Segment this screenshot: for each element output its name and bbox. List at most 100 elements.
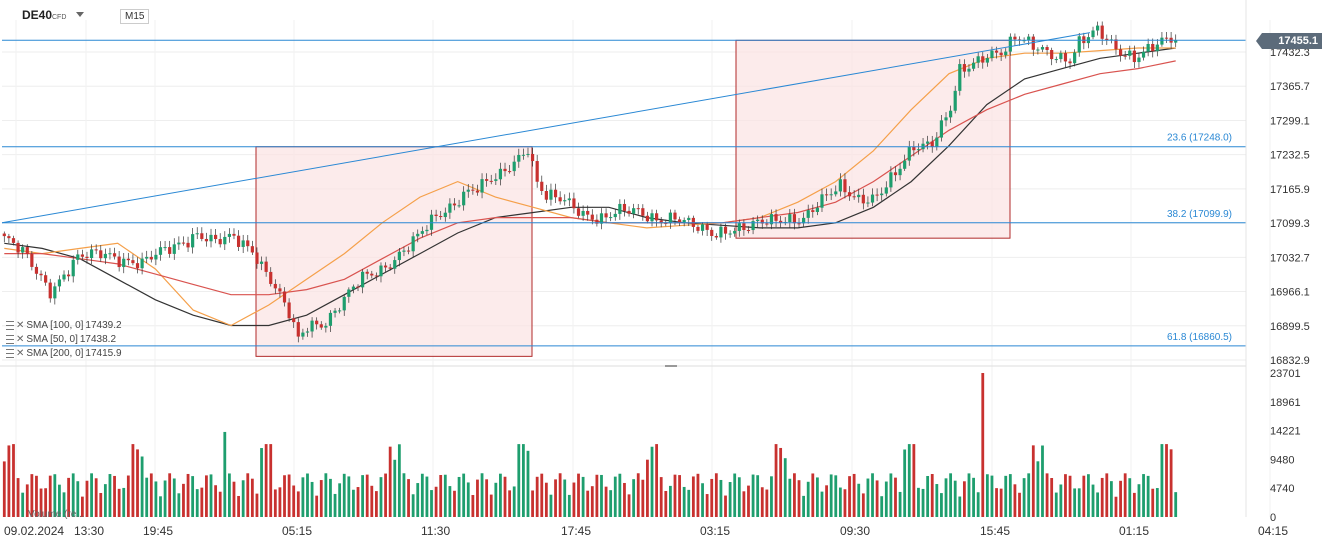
volume-bar xyxy=(1036,461,1040,517)
candle-body xyxy=(489,180,493,182)
close-icon[interactable]: ✕ xyxy=(16,320,25,331)
candle-body xyxy=(149,256,153,260)
volume-bar xyxy=(1160,444,1164,517)
time-tick-label: 04:15 xyxy=(1258,524,1288,538)
volume-bar xyxy=(76,481,80,517)
sma-legend-50[interactable]: ✕ SMA [50, 0] 17438.2 xyxy=(6,334,116,345)
menu-icon[interactable] xyxy=(6,321,14,330)
volume-bar xyxy=(99,492,103,517)
candle-body xyxy=(567,198,571,201)
volume-bar xyxy=(416,483,420,517)
candle-body xyxy=(746,230,751,232)
candle-body xyxy=(108,253,112,255)
candle-body xyxy=(705,224,709,230)
volume-bar xyxy=(898,491,902,517)
candle-body xyxy=(1050,50,1054,60)
candle-body xyxy=(181,242,186,244)
volume-bar xyxy=(85,480,89,517)
candle-body xyxy=(719,226,723,238)
candle-body xyxy=(388,267,392,269)
timeframe-select[interactable]: M15 xyxy=(120,9,150,24)
fibonacci-level-label: 38.2 (17099.9) xyxy=(1167,209,1232,220)
volume-bar xyxy=(319,480,323,517)
volume-bar xyxy=(544,482,548,517)
volume-bar xyxy=(466,482,470,517)
candle-body xyxy=(788,214,792,223)
candle-body xyxy=(80,254,84,257)
menu-icon[interactable] xyxy=(6,349,14,358)
volume-bar xyxy=(577,473,580,517)
volume-bar xyxy=(613,476,617,517)
candle-body xyxy=(733,230,737,234)
candle-body xyxy=(62,274,66,280)
candle-body xyxy=(296,322,300,337)
candle-body xyxy=(1077,36,1081,53)
price-tick-label: 17165.9 xyxy=(1270,184,1310,196)
trend-line[interactable] xyxy=(1,32,1091,224)
volume-bar xyxy=(149,473,153,517)
volume-bar xyxy=(269,444,273,517)
volume-bar xyxy=(783,458,787,517)
volume-bar xyxy=(1128,478,1132,517)
volume-bar xyxy=(283,475,286,517)
volume-bar xyxy=(80,496,84,517)
volume-bar xyxy=(168,473,172,517)
candle-body xyxy=(1096,25,1100,31)
volume-bar xyxy=(1100,477,1104,517)
candle-body xyxy=(76,254,80,260)
volume-bar xyxy=(866,478,870,517)
candle-body xyxy=(1013,36,1017,40)
candle-body xyxy=(985,58,989,63)
volume-bar xyxy=(935,484,939,517)
candle-body xyxy=(214,234,218,240)
candle-body xyxy=(553,189,558,198)
close-icon[interactable]: ✕ xyxy=(16,334,25,345)
candle-body xyxy=(815,207,819,212)
volume-bar xyxy=(838,487,842,517)
candle-body xyxy=(241,240,245,247)
candle-body xyxy=(259,261,264,264)
volume-tick-label: 0 xyxy=(1270,512,1276,524)
volume-bar xyxy=(595,474,599,517)
menu-icon[interactable] xyxy=(6,335,14,344)
candle-body xyxy=(112,253,117,257)
volume-bar xyxy=(35,475,38,517)
sma-value: 17439.2 xyxy=(85,320,122,331)
sma-legend-200[interactable]: ✕ SMA [200, 0] 17415.9 xyxy=(6,348,122,359)
close-icon[interactable]: ✕ xyxy=(16,348,25,359)
candle-body xyxy=(659,220,663,223)
candle-body xyxy=(889,172,893,188)
volume-bar xyxy=(949,473,953,517)
symbol-dropdown-icon[interactable] xyxy=(76,12,84,17)
volume-bar xyxy=(1151,488,1155,517)
volume-bar xyxy=(136,449,139,517)
candle-body xyxy=(494,179,498,181)
symbol-label[interactable]: DE40 xyxy=(22,8,53,22)
candle-body xyxy=(999,52,1003,56)
candle-body xyxy=(517,154,521,162)
candle-body xyxy=(264,261,268,272)
candle-body xyxy=(338,310,342,312)
volume-bar xyxy=(590,486,594,517)
candle-body xyxy=(572,198,576,209)
volume-bar xyxy=(329,478,332,517)
volume-bar xyxy=(273,489,277,517)
candle-body xyxy=(402,250,406,252)
volume-bar xyxy=(944,478,948,517)
sma-legend-100[interactable]: ✕ SMA [100, 0] 17439.2 xyxy=(6,320,122,331)
candle-body xyxy=(227,233,231,237)
candle-body xyxy=(779,220,783,223)
candle-body xyxy=(1091,30,1095,38)
volume-bar xyxy=(223,431,227,517)
candle-body xyxy=(471,189,475,191)
candle-body xyxy=(498,168,503,180)
candle-body xyxy=(319,324,323,328)
volume-bar xyxy=(632,479,636,517)
volume-bar xyxy=(16,478,20,517)
candle-body xyxy=(21,247,25,253)
volume-bar xyxy=(218,491,222,517)
candle-body xyxy=(168,247,172,254)
candle-body xyxy=(765,223,769,225)
candle-body xyxy=(737,223,741,231)
